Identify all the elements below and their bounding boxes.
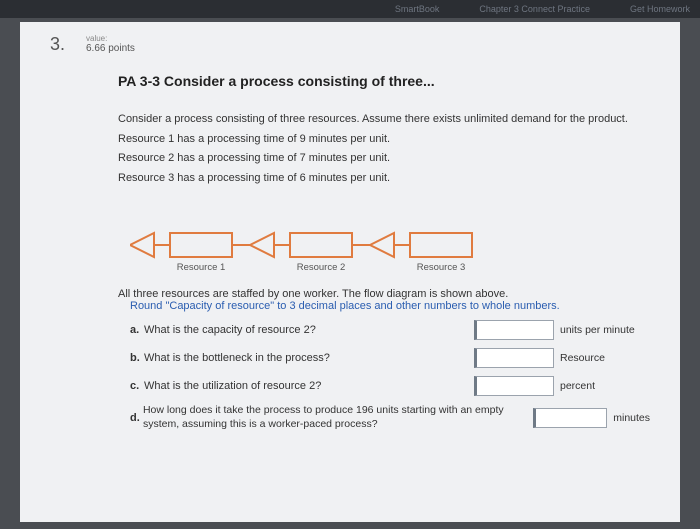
- nav-homework[interactable]: Get Homework: [630, 4, 690, 14]
- part-a-label: a.: [130, 324, 144, 336]
- points-block: value: 6.66 points: [86, 34, 135, 54]
- part-c-label: c.: [130, 380, 144, 392]
- diagram-label-r2: Resource 2: [297, 262, 346, 273]
- question-parts: a. What is the capacity of resource 2? u…: [130, 320, 650, 431]
- diagram-label-r1: Resource 1: [177, 262, 226, 273]
- question-title: PA 3-3 Consider a process consisting of …: [118, 73, 650, 89]
- part-d-label: d.: [130, 412, 143, 424]
- question-body: Consider a process consisting of three r…: [118, 111, 650, 187]
- part-a-row: a. What is the capacity of resource 2? u…: [130, 320, 650, 340]
- part-b-input[interactable]: [474, 348, 554, 368]
- part-b-label: b.: [130, 352, 144, 364]
- flow-diagram: Resource 1 Resource 2 Resource 3: [130, 215, 650, 278]
- diagram-svg: Resource 1 Resource 2 Resource 3: [130, 215, 590, 275]
- nav-chapter[interactable]: Chapter 3 Connect Practice: [479, 4, 590, 14]
- part-d-input[interactable]: [533, 408, 607, 428]
- part-d-unit: minutes: [613, 412, 650, 424]
- resource-2-text: Resource 2 has a processing time of 7 mi…: [118, 150, 650, 168]
- question-number: 3.: [50, 34, 74, 55]
- intro-text: Consider a process consisting of three r…: [118, 111, 650, 129]
- resource-1-text: Resource 1 has a processing time of 9 mi…: [118, 131, 650, 149]
- part-b-row: b. What is the bottleneck in the process…: [130, 348, 650, 368]
- part-c-input[interactable]: [474, 376, 554, 396]
- staffing-note: All three resources are staffed by one w…: [118, 288, 650, 312]
- value-label: value:: [86, 34, 135, 43]
- rounding-note: Round "Capacity of resource" to 3 decima…: [130, 300, 560, 312]
- part-a-unit: units per minute: [560, 324, 635, 336]
- part-a-text: What is the capacity of resource 2?: [144, 324, 474, 336]
- part-d-text: How long does it take the process to pro…: [143, 404, 533, 431]
- nav-smartbook[interactable]: SmartBook: [395, 4, 440, 14]
- resource-3-text: Resource 3 has a processing time of 6 mi…: [118, 170, 650, 188]
- part-c-unit: percent: [560, 380, 595, 392]
- points-value: 6.66 points: [86, 43, 135, 54]
- part-c-text: What is the utilization of resource 2?: [144, 380, 474, 392]
- top-nav: SmartBook Chapter 3 Connect Practice Get…: [0, 0, 700, 18]
- diagram-label-r3: Resource 3: [417, 262, 466, 273]
- part-b-unit: Resource: [560, 352, 605, 364]
- part-b-text: What is the bottleneck in the process?: [144, 352, 474, 364]
- question-card: 3. value: 6.66 points PA 3-3 Consider a …: [20, 22, 680, 522]
- part-a-input[interactable]: [474, 320, 554, 340]
- part-d-row: d. How long does it take the process to …: [130, 404, 650, 431]
- part-c-row: c. What is the utilization of resource 2…: [130, 376, 650, 396]
